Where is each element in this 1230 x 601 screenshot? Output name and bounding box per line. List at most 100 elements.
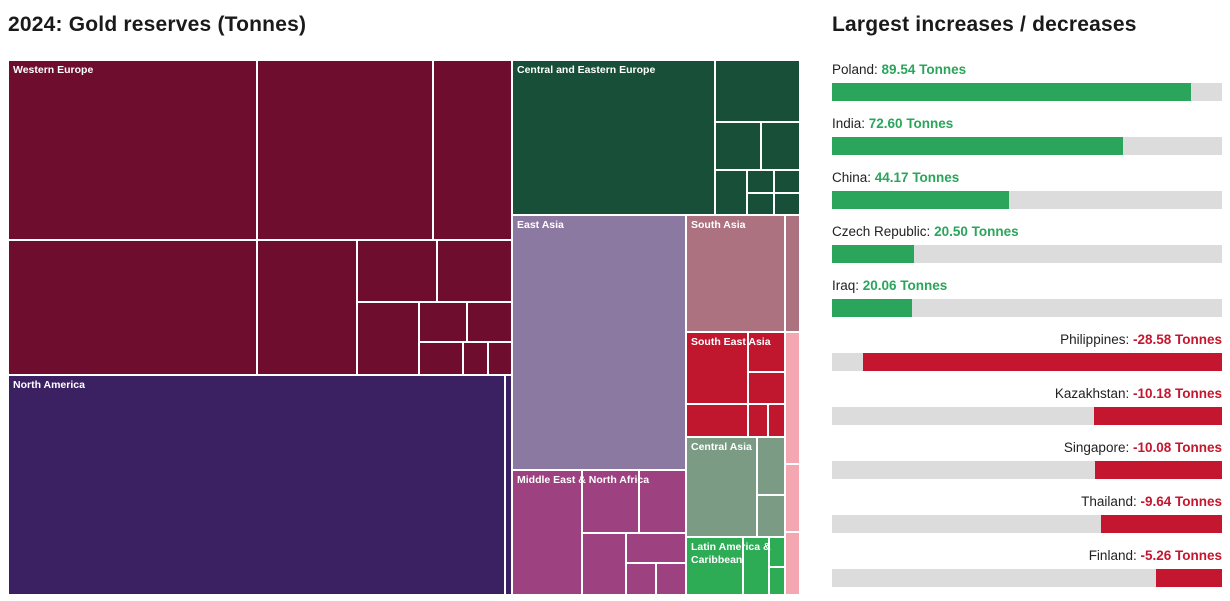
- treemap-cell-western-europe[interactable]: [357, 302, 419, 375]
- treemap-cell-latin-america-caribbean[interactable]: [769, 567, 785, 595]
- bar-fill: [832, 137, 1123, 155]
- bar-track: [832, 515, 1222, 533]
- treemap-cell-central-asia[interactable]: [757, 495, 785, 537]
- bar-row-china: China: 44.17 Tonnes: [832, 170, 1222, 209]
- treemap-cell-south-east-asia[interactable]: [748, 404, 768, 437]
- treemap-cell-middle-east-north-africa[interactable]: [626, 563, 656, 595]
- treemap-cell-western-europe[interactable]: [433, 60, 512, 240]
- treemap-cell-unlabeled[interactable]: [785, 532, 800, 595]
- bar-track: [832, 299, 1222, 317]
- treemap-cell-western-europe[interactable]: [467, 302, 512, 342]
- treemap-cell-western-europe[interactable]: [437, 240, 512, 302]
- treemap-cell-middle-east-north-africa[interactable]: [656, 563, 686, 595]
- bar-track: [832, 191, 1222, 209]
- bar-value: 89.54 Tonnes: [881, 62, 967, 77]
- treemap-cell-unlabeled[interactable]: [785, 332, 800, 464]
- treemap-cell-middle-east-north-africa[interactable]: [639, 470, 686, 533]
- bar-fill: [832, 245, 915, 263]
- bar-value: -28.58 Tonnes: [1132, 332, 1222, 347]
- bar-label: Singapore: -10.08 Tonnes: [832, 440, 1222, 456]
- treemap-cell-western-europe[interactable]: [463, 342, 488, 375]
- treemap-cell-western-europe[interactable]: [8, 60, 257, 240]
- bar-fill: [1155, 569, 1222, 587]
- treemap-cell-latin-america-caribbean[interactable]: [769, 537, 785, 567]
- bar-value: 20.06 Tonnes: [862, 278, 948, 293]
- treemap-cell-central-and-eastern-europe[interactable]: [774, 170, 800, 193]
- bar-value: 44.17 Tonnes: [874, 170, 960, 185]
- bar-country: China:: [832, 170, 875, 185]
- treemap-cell-south-east-asia[interactable]: [748, 372, 785, 404]
- treemap-cell-central-and-eastern-europe[interactable]: [774, 193, 800, 215]
- treemap-cell-central-asia[interactable]: [686, 437, 757, 537]
- treemap-cell-central-and-eastern-europe[interactable]: [747, 170, 774, 193]
- bar-fill: [1100, 515, 1222, 533]
- treemap-cell-central-and-eastern-europe[interactable]: [761, 122, 800, 170]
- bar-value: -10.08 Tonnes: [1132, 440, 1222, 455]
- treemap-cell-central-and-eastern-europe[interactable]: [512, 60, 715, 215]
- treemap-cell-central-and-eastern-europe[interactable]: [715, 60, 800, 122]
- treemap-cell-central-and-eastern-europe[interactable]: [715, 122, 761, 170]
- changes-panel: Largest increases / decreases Poland: 89…: [832, 13, 1222, 601]
- bar-track: [832, 569, 1222, 587]
- treemap-cell-unlabeled[interactable]: [785, 464, 800, 532]
- treemap-cell-north-america[interactable]: [505, 375, 512, 595]
- treemap-cell-western-europe[interactable]: [257, 60, 433, 240]
- bar-country: Kazakhstan:: [1054, 386, 1133, 401]
- treemap-cell-south-east-asia[interactable]: [748, 332, 785, 372]
- treemap-cell-western-europe[interactable]: [8, 240, 257, 375]
- treemap-cell-south-east-asia[interactable]: [686, 404, 748, 437]
- bar-row-poland: Poland: 89.54 Tonnes: [832, 62, 1222, 101]
- treemap-cell-western-europe[interactable]: [488, 342, 512, 375]
- bars-title: Largest increases / decreases: [832, 13, 1137, 36]
- bar-country: Thailand:: [1081, 494, 1141, 509]
- treemap-cell-central-and-eastern-europe[interactable]: [715, 170, 747, 215]
- bar-label: China: 44.17 Tonnes: [832, 170, 1222, 186]
- treemap-cell-south-asia[interactable]: [686, 215, 785, 332]
- treemap-cell-north-america[interactable]: [8, 375, 505, 595]
- bar-row-philippines: Philippines: -28.58 Tonnes: [832, 332, 1222, 371]
- treemap-cell-western-europe[interactable]: [419, 342, 463, 375]
- treemap-cell-middle-east-north-africa[interactable]: [582, 533, 626, 595]
- bar-track: [832, 245, 1222, 263]
- treemap-cell-western-europe[interactable]: [419, 302, 467, 342]
- bar-country: Czech Republic:: [832, 224, 935, 239]
- treemap-cell-middle-east-north-africa[interactable]: [512, 470, 582, 595]
- treemap-cell-central-asia[interactable]: [757, 437, 785, 495]
- treemap-cell-south-east-asia[interactable]: [768, 404, 785, 437]
- bar-track: [832, 83, 1222, 101]
- treemap-cell-south-east-asia[interactable]: [686, 332, 748, 404]
- bar-row-thailand: Thailand: -9.64 Tonnes: [832, 494, 1222, 533]
- bar-label: Iraq: 20.06 Tonnes: [832, 278, 1222, 294]
- treemap-cell-middle-east-north-africa[interactable]: [626, 533, 686, 563]
- treemap-cell-central-and-eastern-europe[interactable]: [747, 193, 774, 215]
- bar-fill: [832, 191, 1009, 209]
- treemap-cell-latin-america-caribbean[interactable]: [743, 537, 769, 595]
- treemap-cell-middle-east-north-africa[interactable]: [582, 470, 639, 533]
- treemap-cell-east-asia[interactable]: [512, 215, 686, 470]
- bar-track: [832, 353, 1222, 371]
- bar-fill: [832, 83, 1191, 101]
- bar-track: [832, 407, 1222, 425]
- bar-fill: [863, 353, 1222, 371]
- treemap-cell-western-europe[interactable]: [357, 240, 437, 302]
- bar-label: India: 72.60 Tonnes: [832, 116, 1222, 132]
- treemap-cell-latin-america-caribbean[interactable]: [686, 537, 743, 595]
- bar-fill: [1095, 461, 1222, 479]
- bar-label: Czech Republic: 20.50 Tonnes: [832, 224, 1222, 240]
- bar-row-iraq: Iraq: 20.06 Tonnes: [832, 278, 1222, 317]
- treemap-cell-western-europe[interactable]: [257, 240, 357, 375]
- change-bars-list: Poland: 89.54 Tonnes India: 72.60 Tonnes C…: [832, 62, 1222, 587]
- bar-row-kazakhstan: Kazakhstan: -10.18 Tonnes: [832, 386, 1222, 425]
- bar-fill: [832, 299, 913, 317]
- bar-country: Finland:: [1088, 548, 1141, 563]
- bar-row-czech-republic: Czech Republic: 20.50 Tonnes: [832, 224, 1222, 263]
- bar-country: Singapore:: [1063, 440, 1133, 455]
- bar-country: India:: [832, 116, 869, 131]
- bar-track: [832, 137, 1222, 155]
- bar-value: 20.50 Tonnes: [934, 224, 1019, 239]
- bar-value: -10.18 Tonnes: [1132, 386, 1222, 401]
- treemap-cell-south-asia[interactable]: [785, 215, 800, 332]
- bar-label: Thailand: -9.64 Tonnes: [832, 494, 1222, 510]
- bar-fill: [1094, 407, 1222, 425]
